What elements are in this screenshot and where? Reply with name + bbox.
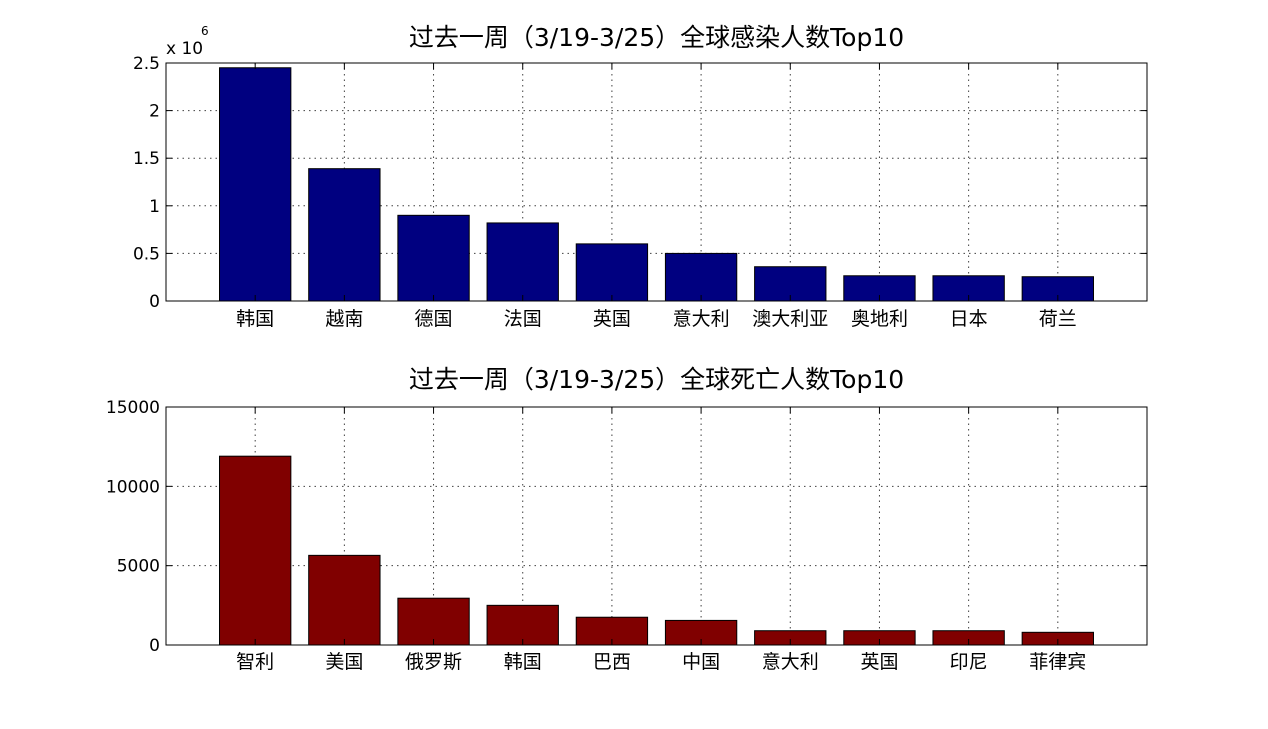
y-tick-label: 1.5 [133,149,160,169]
x-tick-label: 荷兰 [1039,308,1077,330]
chart-panel-2: 过去一周（3/19-3/25）全球死亡人数Top10 0 5000 10000 1500… [106,365,1148,673]
bar-德国 [397,214,470,302]
x-tick-label: 韩国 [504,651,542,673]
axes-box [165,406,1148,646]
bar-英国 [575,243,649,302]
x-tick-label: 智利 [236,651,274,673]
bar-越南 [308,168,381,302]
x-tick-label: 越南 [325,308,363,330]
bar-意大利 [664,252,738,302]
x-tick-label: 法国 [504,308,542,330]
y-tick-label: 2.5 [133,54,160,74]
x-tick-label: 韩国 [236,308,274,330]
chart-panel-1: 过去一周（3/19-3/25）全球感染人数Top10 0 0.5 1 1.5 2 2.5 韩国… [133,23,1148,330]
bar-俄罗斯 [397,597,470,646]
y-tick-label: 0 [149,636,160,656]
y-exponent-label: x 10 [166,39,203,59]
y-tick-label: 10000 [106,477,160,497]
x-tick-label: 中国 [682,651,720,673]
x-tick-label: 英国 [593,308,631,330]
x-tick-label: 德国 [415,308,453,330]
y-tick-label: 0 [149,292,160,312]
x-tick-label: 印尼 [950,651,988,673]
axes-box [165,62,1148,302]
chart-title: 过去一周（3/19-3/25）全球感染人数Top10 [409,23,904,52]
x-tick-label: 意大利 [762,651,819,673]
x-tick-label: 菲律宾 [1029,651,1086,673]
x-tick-label: 英国 [860,651,898,673]
y-tick-label: 1 [149,197,160,217]
bar-智利 [219,455,292,646]
x-tick-label: 澳大利亚 [752,308,828,330]
x-tick-label: 美国 [325,651,363,673]
y-tick-label: 2 [149,102,160,122]
x-tick-label: 俄罗斯 [405,651,462,673]
bar-法国 [486,222,559,302]
y-tick-label: 5000 [117,557,160,577]
y-exponent-power: 6 [201,24,209,38]
x-tick-label: 奥地利 [851,308,908,330]
x-tick-label: 意大利 [673,308,730,330]
bar-韩国 [219,67,292,302]
x-tick-label: 日本 [950,308,988,330]
y-tick-label: 15000 [106,398,160,418]
bar-美国 [308,554,381,646]
chart-title: 过去一周（3/19-3/25）全球死亡人数Top10 [409,365,904,394]
x-tick-label: 巴西 [593,651,631,673]
y-tick-label: 0.5 [133,244,160,264]
